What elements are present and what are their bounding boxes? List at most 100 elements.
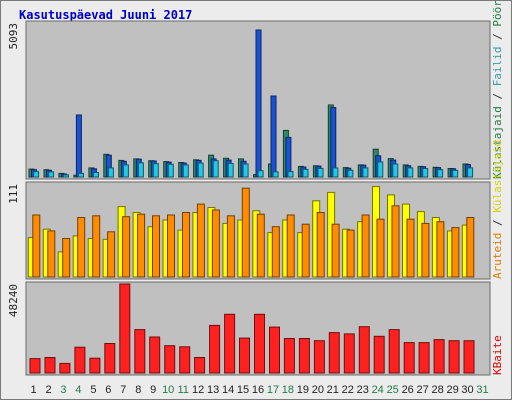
x-tick-label-27: 27 [416,384,428,396]
bar-kbaite-day-28 [433,339,445,374]
bar-kbaite-day-8 [134,329,146,374]
bar-kbaite-day-6 [104,343,116,374]
chart-panel-1: 5093 Külastajaid / Failid / Pöördumisi [7,1,504,180]
bar-failid-day-16 [257,170,264,178]
x-tick-label-5: 5 [90,384,96,396]
x-tick-label-17: 17 [267,384,279,396]
bar-p-rdumisi-day-17 [270,95,277,178]
bar-aruteid-day-30 [466,217,475,278]
bar-aruteid-day-29 [451,227,460,278]
bar-kbaite-day-26 [403,342,415,374]
chart-title: Kasutuspäevad Juuni 2017 [19,8,193,22]
x-tick-label-4: 4 [75,384,81,396]
legend-entry: / [491,27,504,47]
bar-failid-day-26 [407,167,414,178]
bar-failid-day-15 [242,163,249,178]
bar-kbaite-day-5 [89,357,101,374]
x-tick-label-26: 26 [402,384,414,396]
bar-aruteid-day-17 [271,226,280,278]
bar-failid-day-27 [422,168,429,178]
legend-entry: Aruteid [491,233,504,279]
bar-p-rdumisi-day-21 [330,107,337,178]
bar-aruteid-day-15 [241,187,250,278]
bar-failid-day-18 [287,171,294,178]
bar-failid-day-4 [78,172,84,178]
legend-entry: Külastajaid [491,106,504,179]
x-tick-label-3: 3 [60,384,66,396]
bar-kbaite-day-27 [418,342,430,374]
bar-aruteid-day-22 [346,229,355,278]
x-tick-label-13: 13 [207,384,219,396]
bar-failid-day-20 [317,168,324,178]
side-legend: Aruteid / Külastajaid [491,140,504,279]
legend-entry: / [491,86,504,106]
bar-kbaite-day-30 [463,340,475,374]
bar-aruteid-day-4 [77,217,86,278]
y-axis-max-label: 5093 [7,23,20,50]
bar-failid-day-17 [272,171,279,178]
bar-failid-day-11 [182,164,189,178]
x-tick-label-14: 14 [222,384,234,396]
legend-entry: Pöördumisi [491,1,504,27]
bar-aruteid-day-19 [301,223,310,278]
bar-kbaite-day-29 [448,340,460,374]
bar-aruteid-day-1 [32,214,41,278]
x-tick-label-9: 9 [150,384,156,396]
bar-aruteid-day-5 [92,215,101,278]
bar-kbaite-day-9 [149,336,161,374]
bar-kbaite-day-25 [388,329,400,374]
bar-kbaite-day-3 [59,362,71,374]
bar-kbaite-day-21 [328,332,340,374]
bar-aruteid-day-23 [361,214,370,278]
bar-p-rdumisi-day-4 [75,114,82,178]
bar-failid-day-5 [93,172,99,178]
bar-aruteid-day-20 [316,212,325,278]
bar-kbaite-day-18 [283,338,295,374]
bar-failid-day-1 [33,171,40,178]
bar-failid-day-30 [467,167,474,178]
x-tick-label-29: 29 [446,384,458,396]
bar-kbaite-day-19 [298,338,310,374]
x-tick-label-10: 10 [162,384,174,396]
x-tick-label-2: 2 [45,384,51,396]
bar-failid-day-10 [167,163,174,178]
x-tick-label-15: 15 [237,384,249,396]
bar-aruteid-day-13 [211,209,220,278]
bar-aruteid-day-16 [256,213,265,278]
bar-kbaite-day-15 [239,337,250,374]
x-tick-label-25: 25 [387,384,399,396]
bar-aruteid-day-24 [376,218,385,278]
bar-kbaite-day-10 [164,345,176,374]
bar-failid-day-21 [332,167,339,178]
bar-aruteid-day-25 [391,205,400,278]
bar-aruteid-day-3 [62,238,71,278]
bar-failid-day-3 [63,174,69,178]
bar-p-rdumisi-day-18 [285,136,292,178]
side-legend: Külastajaid / Failid / Pöördumisi [491,1,504,179]
bar-failid-day-22 [347,169,354,178]
chart-panel-2: 111 Aruteid / Külastajaid [7,140,504,280]
bar-failid-day-25 [392,163,399,178]
side-legend: KBaite [491,335,504,375]
x-tick-label-22: 22 [342,384,354,396]
x-tick-label-20: 20 [312,384,324,396]
x-tick-label-6: 6 [105,384,111,396]
x-tick-label-24: 24 [372,384,384,396]
x-tick-label-30: 30 [461,384,473,396]
x-tick-label-28: 28 [431,384,443,396]
bar-kbaite-day-22 [343,333,355,374]
bar-aruteid-day-9 [152,215,160,278]
chart-panel-3: 48240 KBaite [7,281,504,376]
bar-kbaite-day-4 [74,346,86,374]
y-axis-max-label: 111 [7,184,20,204]
x-tick-label-16: 16 [252,384,264,396]
x-tick-label-18: 18 [282,384,294,396]
legend-entry: / [491,213,504,233]
bar-aruteid-day-11 [182,212,190,278]
bar-p-rdumisi-day-16 [255,29,262,178]
x-tick-label-19: 19 [297,384,309,396]
x-tick-label-11: 11 [177,384,188,396]
legend-entry: Külastajaid [491,140,504,213]
bar-aruteid-day-21 [331,223,340,278]
bar-kbaite-day-12 [194,357,206,374]
